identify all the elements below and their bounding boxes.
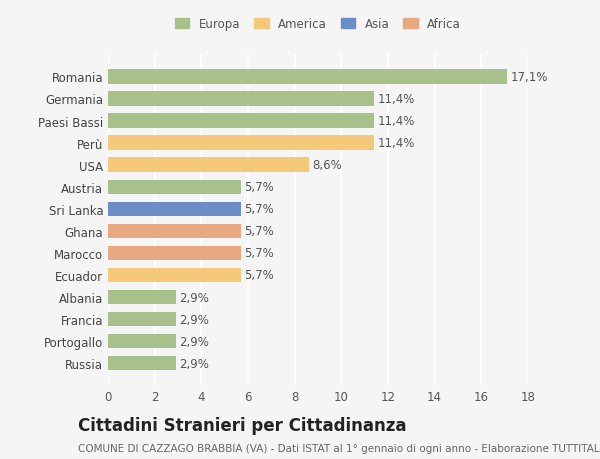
- Text: 17,1%: 17,1%: [511, 71, 548, 84]
- Text: 5,7%: 5,7%: [245, 225, 274, 238]
- Bar: [108, 114, 374, 129]
- Text: COMUNE DI CAZZAGO BRABBIA (VA) - Dati ISTAT al 1° gennaio di ogni anno - Elabora: COMUNE DI CAZZAGO BRABBIA (VA) - Dati IS…: [78, 443, 600, 453]
- Bar: [108, 180, 241, 195]
- Bar: [108, 290, 176, 304]
- Text: Cittadini Stranieri per Cittadinanza: Cittadini Stranieri per Cittadinanza: [78, 416, 407, 434]
- Bar: [108, 246, 241, 261]
- Text: 5,7%: 5,7%: [245, 181, 274, 194]
- Text: 5,7%: 5,7%: [245, 269, 274, 282]
- Bar: [108, 224, 241, 239]
- Bar: [108, 334, 176, 348]
- Bar: [108, 312, 176, 326]
- Text: 2,9%: 2,9%: [179, 357, 209, 370]
- Text: 2,9%: 2,9%: [179, 313, 209, 326]
- Text: 5,7%: 5,7%: [245, 203, 274, 216]
- Bar: [108, 202, 241, 217]
- Text: 8,6%: 8,6%: [312, 159, 342, 172]
- Bar: [108, 70, 507, 84]
- Text: 2,9%: 2,9%: [179, 291, 209, 304]
- Bar: [108, 92, 374, 106]
- Text: 11,4%: 11,4%: [377, 93, 415, 106]
- Bar: [108, 268, 241, 282]
- Text: 11,4%: 11,4%: [377, 137, 415, 150]
- Text: 5,7%: 5,7%: [245, 247, 274, 260]
- Legend: Europa, America, Asia, Africa: Europa, America, Asia, Africa: [175, 18, 461, 31]
- Text: 11,4%: 11,4%: [377, 115, 415, 128]
- Bar: [108, 356, 176, 370]
- Text: 2,9%: 2,9%: [179, 335, 209, 348]
- Bar: [108, 158, 308, 173]
- Bar: [108, 136, 374, 151]
